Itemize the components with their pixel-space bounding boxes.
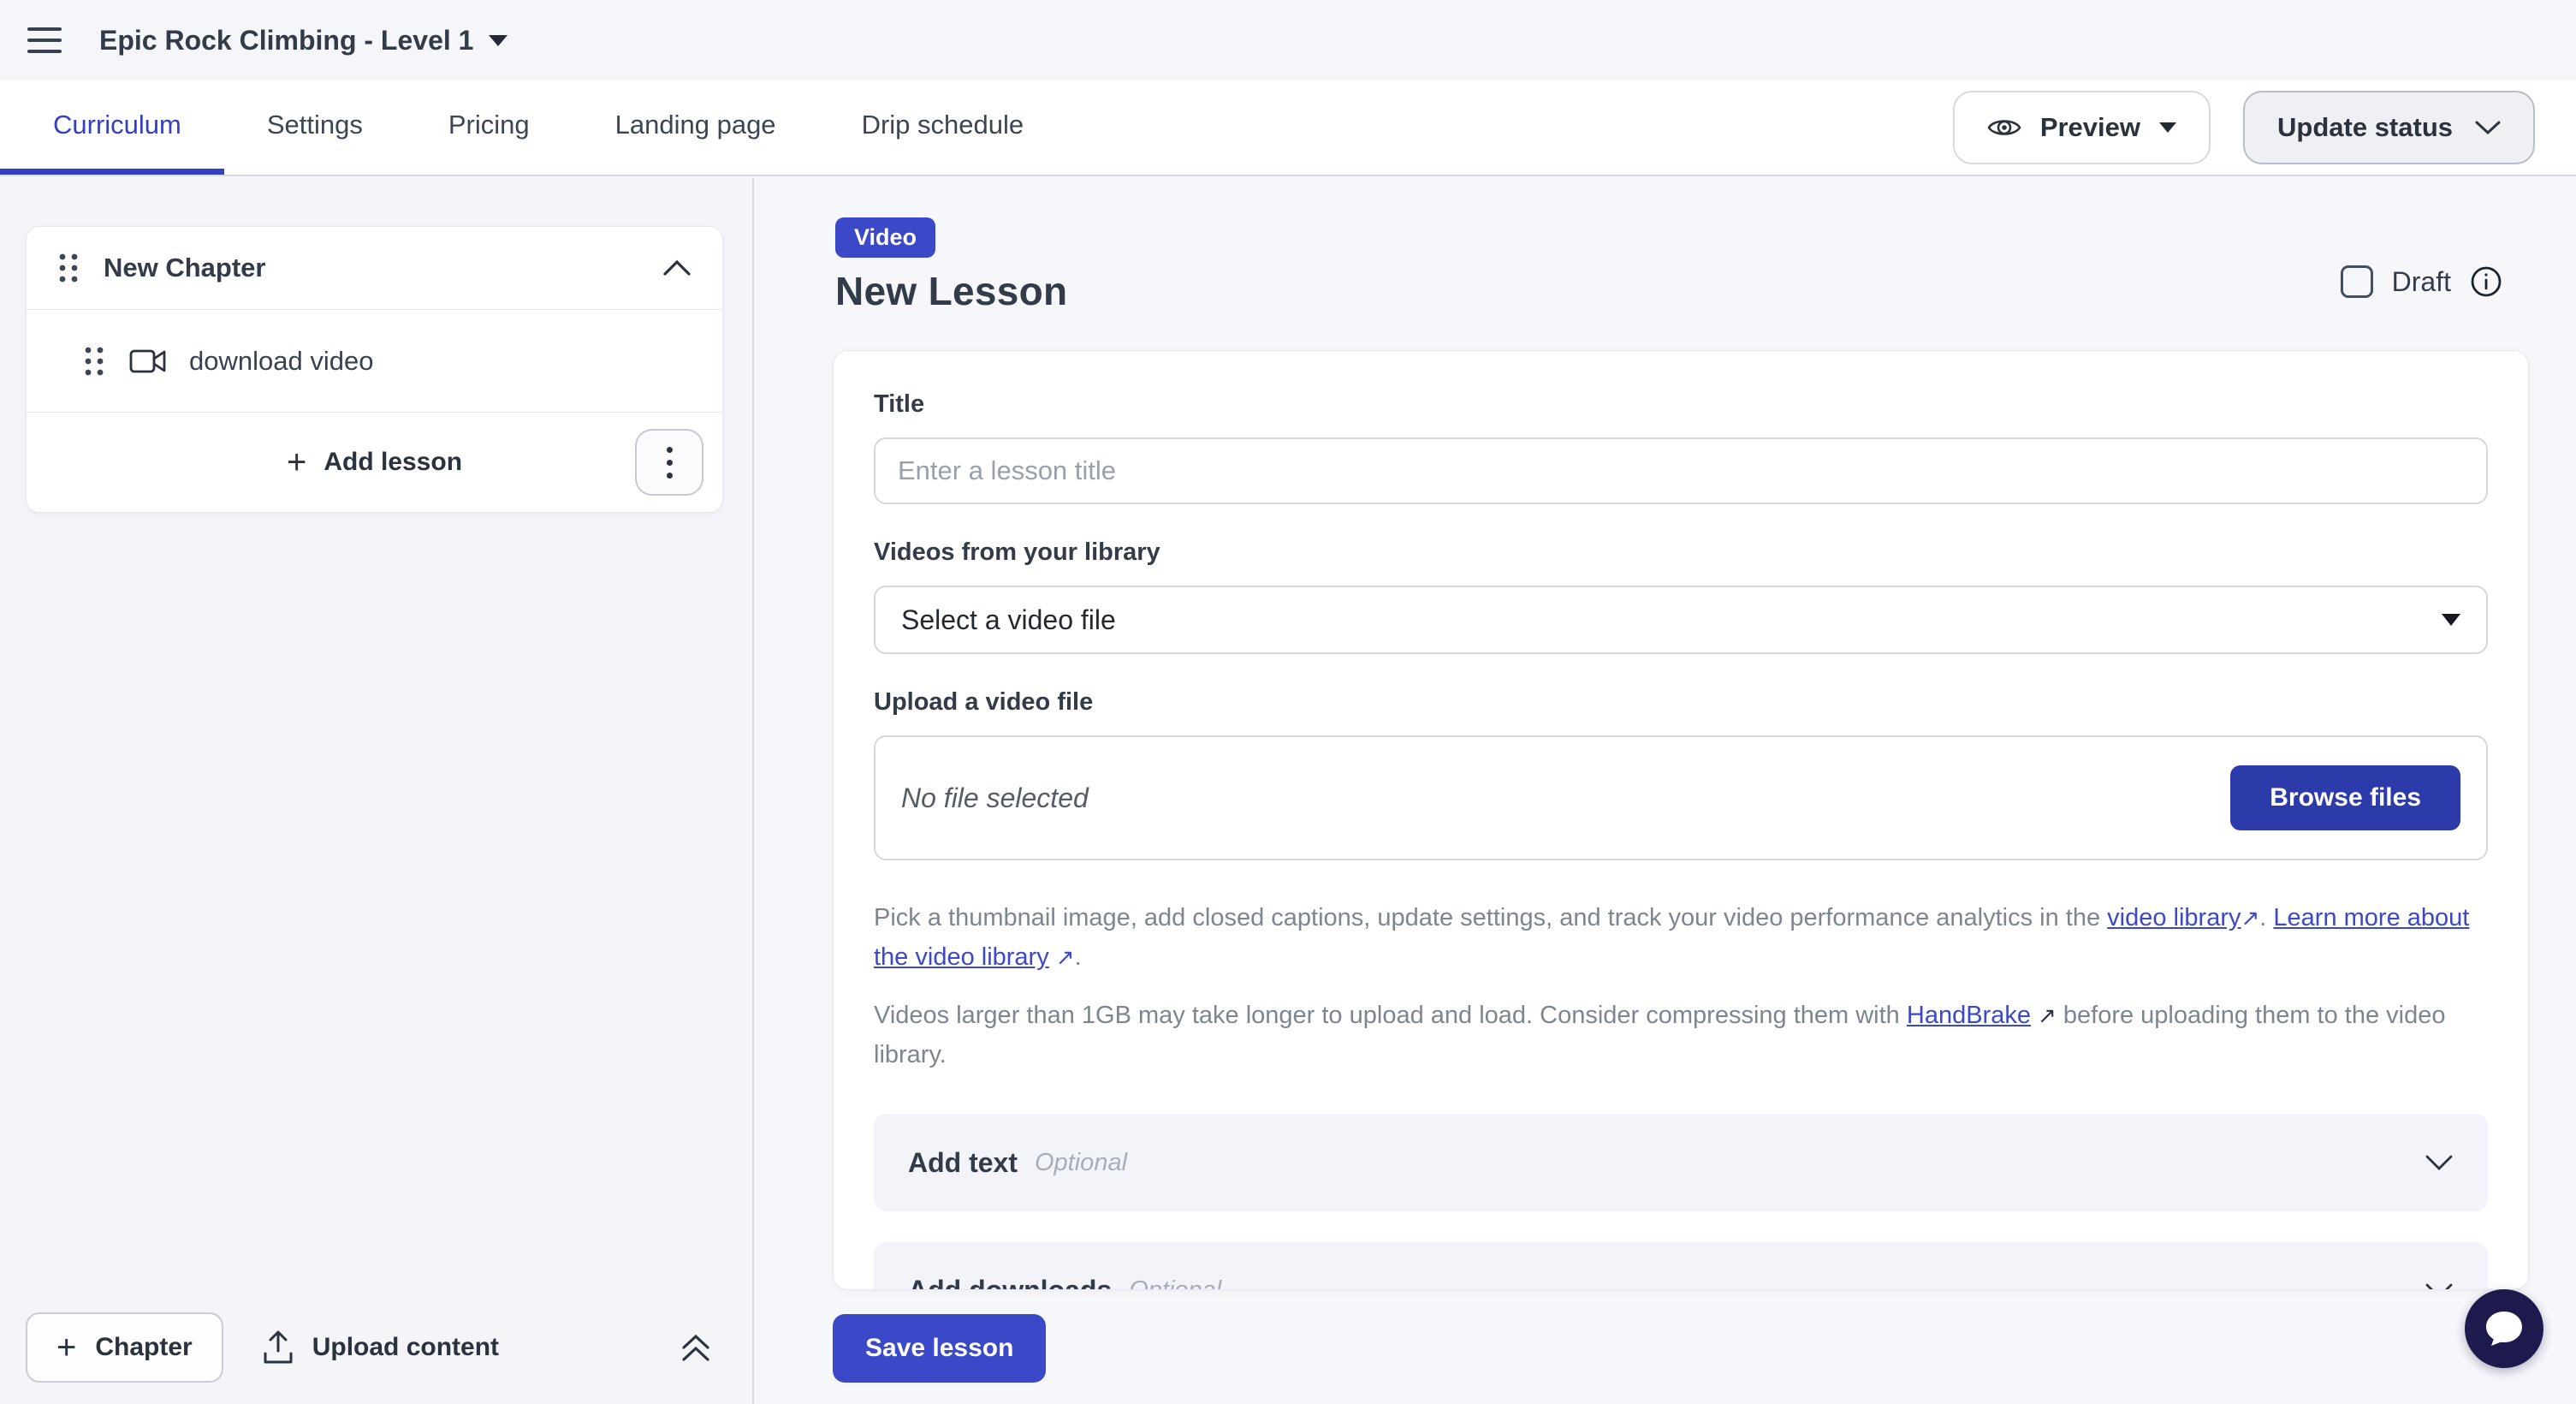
file-upload-field: No file selected Browse files <box>874 735 2488 860</box>
save-lesson-button[interactable]: Save lesson <box>833 1314 1047 1383</box>
add-lesson-button[interactable]: + Add lesson <box>286 443 463 481</box>
page-title: New Lesson <box>835 269 1068 313</box>
video-camera-icon <box>129 348 167 375</box>
sidebar-footer: + Chapter Upload content <box>0 1291 752 1404</box>
chapter-options-button[interactable] <box>635 429 703 496</box>
tab-curriculum[interactable]: Curriculum <box>0 80 224 175</box>
video-library-help-text: Pick a thumbnail image, add closed capti… <box>874 904 2470 971</box>
learn-more-link[interactable]: Learn more about the video library <box>874 904 2470 971</box>
kebab-menu-icon <box>666 446 673 479</box>
preview-button[interactable]: Preview <box>1952 91 2211 164</box>
update-status-button[interactable]: Update status <box>2243 91 2535 164</box>
curriculum-sidebar: New Chapter <box>0 178 754 1404</box>
video-library-link[interactable]: video library <box>2107 904 2241 931</box>
chevron-down-icon <box>489 34 508 46</box>
chat-widget-button[interactable] <box>2465 1289 2543 1368</box>
upload-icon <box>263 1330 294 1365</box>
chapter-card: New Chapter <box>26 226 723 513</box>
lesson-item[interactable]: download video <box>27 310 722 413</box>
draft-toggle: Draft <box>2340 265 2502 298</box>
info-icon[interactable] <box>2470 265 2502 298</box>
handbrake-link[interactable]: HandBrake <box>1906 1002 2031 1029</box>
external-link-icon: ↗ <box>2038 1002 2057 1028</box>
lesson-title-input[interactable] <box>874 437 2488 504</box>
external-link-icon: ↗ <box>1055 944 1075 970</box>
tab-bar: Curriculum Settings Pricing Landing page… <box>0 80 2576 176</box>
course-title: Epic Rock Climbing - Level 1 <box>99 24 474 56</box>
collapse-all-button[interactable] <box>679 1332 713 1363</box>
draft-label: Draft <box>2391 265 2451 297</box>
draft-checkbox[interactable] <box>2340 265 2373 298</box>
chapter-header[interactable]: New Chapter <box>27 227 722 310</box>
select-value: Select a video file <box>901 604 1116 635</box>
drag-handle-icon[interactable] <box>57 251 80 285</box>
add-downloads-section[interactable]: Add downloads Optional <box>874 1242 2488 1289</box>
external-link-icon: ↗ <box>2241 905 2260 931</box>
plus-icon: + <box>286 443 307 481</box>
chevron-up-icon[interactable] <box>662 259 691 277</box>
plus-icon: + <box>56 1329 77 1366</box>
chevron-down-icon <box>2475 120 2501 135</box>
compression-help-text: Videos larger than 1GB may take longer t… <box>874 1002 2446 1068</box>
upload-label: Upload a video file <box>874 688 1094 716</box>
browse-files-button[interactable]: Browse files <box>2230 765 2460 830</box>
chevron-down-icon <box>2159 122 2177 133</box>
library-label: Videos from your library <box>874 538 1160 566</box>
drag-handle-icon[interactable] <box>83 344 105 378</box>
dropdown-caret-icon <box>2442 614 2460 626</box>
no-file-text: No file selected <box>901 782 1089 813</box>
chapter-title: New Chapter <box>104 253 266 283</box>
course-switcher[interactable]: Epic Rock Climbing - Level 1 <box>99 24 508 57</box>
hamburger-menu-icon[interactable] <box>27 27 62 53</box>
chevron-down-icon <box>2425 1153 2454 1172</box>
lesson-editor-panel: Video New Lesson Draft Title Videos from… <box>754 178 2576 1404</box>
lesson-header: Video New Lesson <box>835 217 1067 314</box>
upload-content-button[interactable]: Upload content <box>263 1330 499 1365</box>
lesson-form-card: Title Videos from your library Select a … <box>833 350 2529 1290</box>
tab-pricing[interactable]: Pricing <box>448 109 530 140</box>
tab-drip-schedule[interactable]: Drip schedule <box>861 109 1024 140</box>
chapter-footer: + Add lesson <box>27 413 722 512</box>
add-text-section[interactable]: Add text Optional <box>874 1114 2488 1211</box>
title-label: Title <box>874 390 925 418</box>
tab-landing-page[interactable]: Landing page <box>614 109 776 140</box>
chevron-down-icon <box>2425 1282 2454 1289</box>
lesson-title: download video <box>189 345 374 376</box>
tab-settings[interactable]: Settings <box>266 109 363 140</box>
add-chapter-button[interactable]: + Chapter <box>26 1312 223 1383</box>
top-bar: Epic Rock Climbing - Level 1 <box>0 0 2576 80</box>
lesson-type-badge: Video <box>835 217 936 258</box>
chat-bubble-icon <box>2483 1308 2526 1349</box>
eye-icon <box>1987 116 2021 140</box>
video-library-select[interactable]: Select a video file <box>874 586 2488 654</box>
